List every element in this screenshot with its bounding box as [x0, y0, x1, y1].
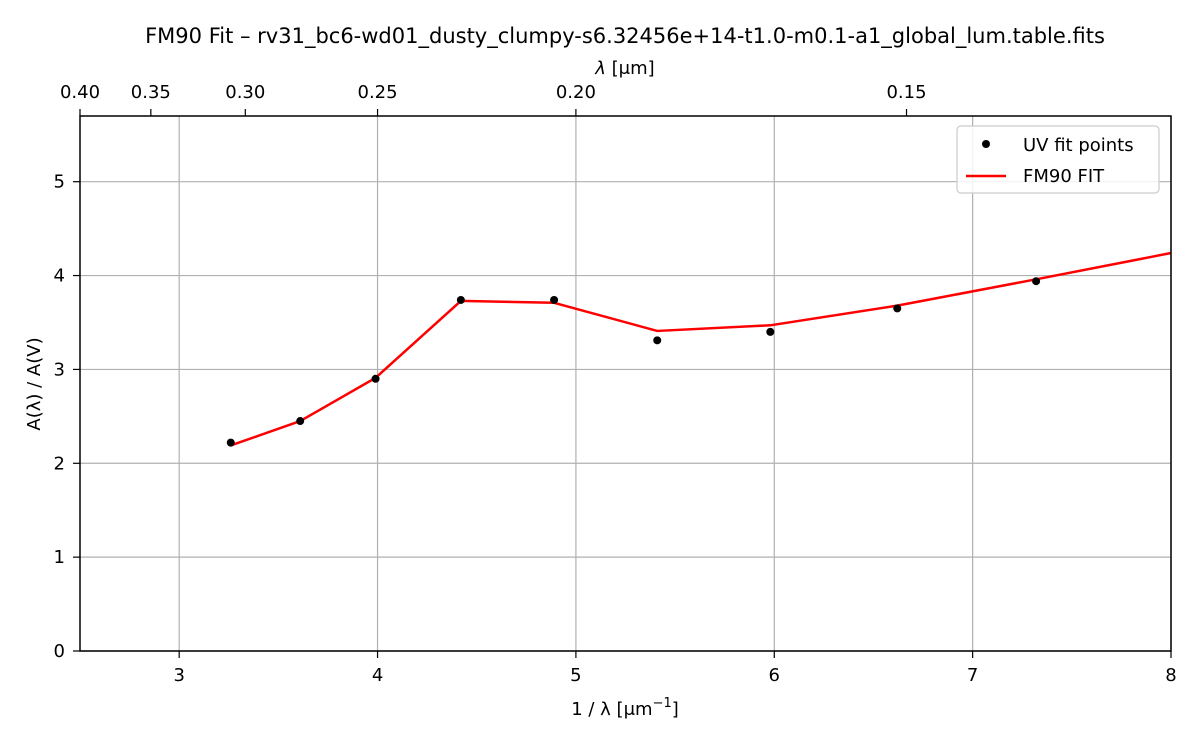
x-tick-label: 5	[570, 665, 581, 686]
uv-fit-point	[1032, 277, 1041, 286]
y-axis-label: A(λ) / A(V)	[24, 337, 45, 430]
x-axis-label: 1 / λ [μm−1]	[571, 696, 679, 720]
y-axis: 0 1 2 3 4 5	[54, 172, 80, 662]
top-x-tick-label: 0.15	[886, 82, 926, 103]
y-tick-label: 5	[54, 172, 65, 193]
uv-fit-point	[893, 304, 902, 313]
top-x-tick-label: 0.20	[556, 82, 596, 103]
uv-fit-point	[226, 438, 235, 447]
bottom-x-axis: 3 4 5 6 7 8	[173, 651, 1177, 686]
x-tick-label: 4	[372, 665, 383, 686]
legend-box	[956, 125, 1160, 194]
top-x-tick-label: 0.35	[131, 82, 171, 103]
legend-marker-uv-fit-points	[982, 140, 990, 148]
y-tick-label: 1	[54, 547, 65, 568]
series-layer	[226, 251, 1172, 447]
top-x-tick-label: 0.40	[60, 82, 100, 103]
x-tick-label: 3	[173, 665, 184, 686]
chart-title: FM90 Fit – rv31_bc6-wd01_dusty_clumpy-s6…	[145, 24, 1105, 49]
x-tick-label: 8	[1165, 665, 1176, 686]
x-axis-label-superscript: −1	[653, 696, 672, 711]
y-tick-label: 0	[54, 641, 65, 662]
top-x-tick-label: 0.25	[358, 82, 398, 103]
uv-fit-point	[296, 417, 305, 426]
x-axis-label-main: 1 / λ [μm	[571, 699, 652, 720]
y-tick-label: 2	[54, 453, 65, 474]
uv-fit-point	[653, 336, 662, 345]
y-tick-label: 4	[54, 266, 65, 287]
top-x-axis-label: λ [μm]	[594, 58, 654, 79]
uv-fit-point	[456, 295, 465, 304]
uv-fit-point	[550, 295, 559, 304]
top-x-tick-label: 0.30	[225, 82, 265, 103]
uv-fit-point	[766, 327, 775, 336]
fm90-fit-line	[230, 251, 1172, 447]
legend: UV fit points FM90 FIT	[956, 125, 1160, 194]
x-axis-label-tail: ]	[672, 699, 679, 720]
x-tick-label: 6	[769, 665, 780, 686]
x-tick-label: 7	[967, 665, 978, 686]
y-tick-label: 3	[54, 359, 65, 380]
top-x-axis-label-symbol: λ	[594, 58, 606, 79]
top-x-axis-label-unit: [μm]	[606, 58, 655, 79]
plot-frame	[79, 115, 1172, 652]
uv-fit-point	[371, 374, 380, 383]
legend-label-fm90-fit: FM90 FIT	[1023, 166, 1105, 187]
legend-label-uv-fit-points: UV fit points	[1023, 135, 1134, 156]
top-x-axis: 0.40 0.35 0.30 0.25 0.20 0.15	[60, 82, 927, 116]
